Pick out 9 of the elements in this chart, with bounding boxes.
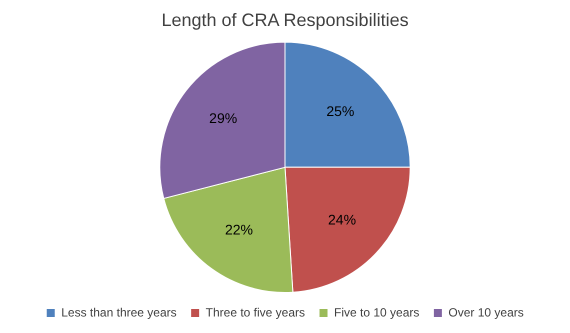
data-label: 24% <box>328 212 356 228</box>
legend-label: Five to 10 years <box>334 305 420 320</box>
data-label: 29% <box>209 110 238 126</box>
legend-label: Over 10 years <box>448 305 524 320</box>
data-label: 22% <box>224 221 254 238</box>
chart-title: Length of CRA Responsibilities <box>161 10 409 30</box>
legend-label: Less than three years <box>61 305 177 320</box>
legend-label: Three to five years <box>206 305 306 320</box>
data-label: 25% <box>326 102 354 119</box>
